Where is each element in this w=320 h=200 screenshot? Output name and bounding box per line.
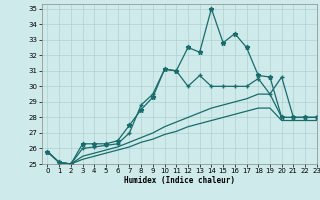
X-axis label: Humidex (Indice chaleur): Humidex (Indice chaleur) <box>124 176 235 185</box>
